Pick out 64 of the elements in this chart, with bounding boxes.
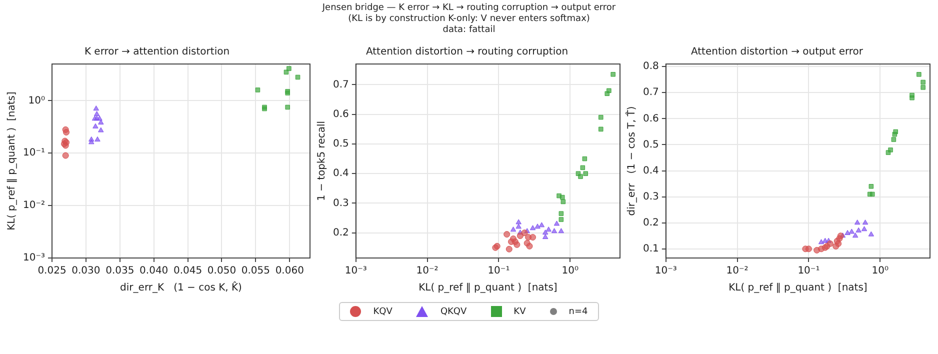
point <box>62 126 69 133</box>
text: data: fattail <box>442 25 496 36</box>
y-axis-title: KL( p_ref ‖ p_quant ) [nats] <box>6 92 18 230</box>
point <box>98 119 104 124</box>
x-tick-label: 0.045 <box>173 266 202 277</box>
y-tick-label: 0.1 <box>642 243 659 254</box>
x-axis-title: KL( p_ref ‖ p_quant ) [nats] <box>418 282 558 294</box>
point <box>93 106 99 111</box>
y-tick-label: 0.8 <box>642 61 659 72</box>
chart-title: K error → attention distortion <box>84 46 230 58</box>
y-tick-label: 0.4 <box>332 168 349 180</box>
x-tick-label: 10⁻² <box>416 266 438 277</box>
x-tick-label: 0.035 <box>106 266 134 277</box>
legend-label: QKQV <box>440 306 467 316</box>
chart-title: Attention distortion → routing corruption <box>366 46 568 58</box>
point <box>255 88 260 92</box>
text: Jensen bridge — K error → KL → routing corruption → output error <box>320 3 617 14</box>
point <box>286 66 292 71</box>
y-tick-label: 0.5 <box>642 139 659 150</box>
point <box>62 152 69 159</box>
y-tick-label: 10⁻² <box>22 200 46 212</box>
point <box>295 74 300 80</box>
y-tick-label: 0.2 <box>642 217 659 228</box>
y-tick-label: 0.6 <box>642 113 659 124</box>
x-tick-label: 0.060 <box>275 266 304 277</box>
point <box>88 136 94 142</box>
x-tick-label: 0.030 <box>72 266 100 277</box>
y-tick-label: 0.4 <box>642 165 659 176</box>
legend-label: KV <box>514 306 526 316</box>
point <box>285 104 290 110</box>
y-tick-label: 0.6 <box>332 108 349 120</box>
y-tick-label: 0.2 <box>332 227 349 238</box>
x-tick-label: 10⁻¹ <box>488 266 510 277</box>
x-tick-label: 0.050 <box>207 266 236 277</box>
x-tick-label: 10⁻¹ <box>798 266 820 277</box>
text: n=4 <box>568 306 588 316</box>
chart-title: Attention distortion → output error <box>690 46 864 58</box>
y-tick-label: 0.7 <box>332 79 349 90</box>
x-tick-label: 10⁻² <box>726 266 748 277</box>
point <box>96 116 102 121</box>
text: (KL is by construction K-only: V never enters softmax) <box>347 14 591 25</box>
x-axis-title: dir_err_K (1 − cos K, K̂) <box>120 280 242 294</box>
y-axis-title: dir_err (1 − cos T, T̂) <box>624 106 638 216</box>
x-tick-label: 10⁰ <box>872 266 888 277</box>
point <box>92 123 98 128</box>
y-tick-label: 10⁻³ <box>22 252 46 264</box>
point <box>98 127 104 132</box>
point <box>94 136 100 142</box>
x-tick-label: 0.040 <box>140 266 168 277</box>
y-tick-label: 10⁻¹ <box>22 148 46 159</box>
y-axis-title: 1 − topk5 recall <box>316 120 328 202</box>
x-tick-label: 0.025 <box>38 266 66 277</box>
x-tick-label: 10⁻³ <box>344 266 367 277</box>
x-tick-label: 10⁰ <box>562 266 578 277</box>
x-tick-label: 10⁻³ <box>654 266 677 277</box>
y-tick-label: 0.3 <box>332 198 349 209</box>
y-tick-label: 10⁰ <box>28 95 46 106</box>
y-tick-label: 0.5 <box>332 138 349 150</box>
point <box>94 111 100 116</box>
x-axis-title: KL( p_ref ‖ p_quant ) [nats] <box>728 282 868 294</box>
x-tick-label: 0.055 <box>241 266 270 277</box>
y-tick-label: 0.7 <box>642 87 659 98</box>
y-tick-label: 0.3 <box>642 191 659 202</box>
legend-label: KQV <box>373 306 392 316</box>
